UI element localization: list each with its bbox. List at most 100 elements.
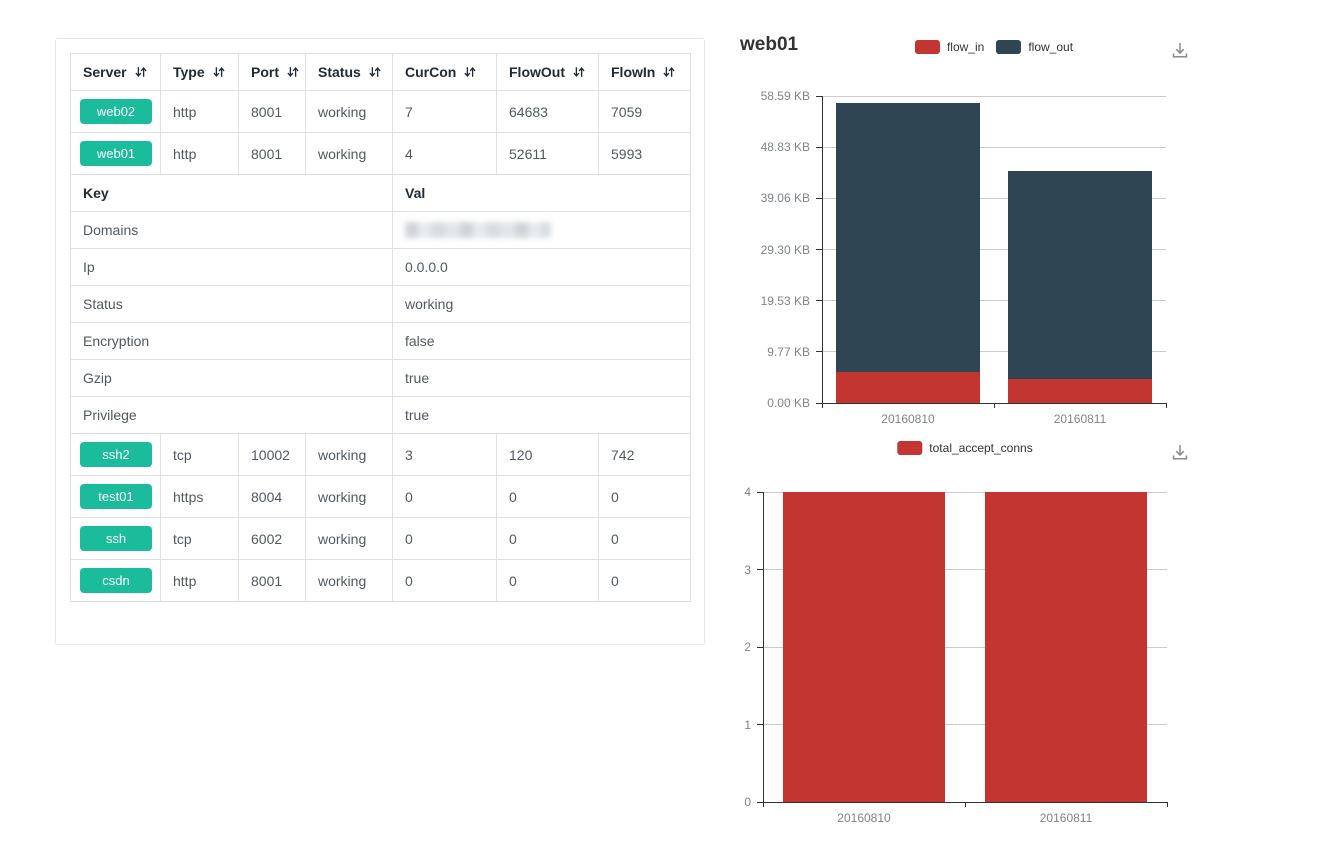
bar-total_accept_conns-20160811 [985, 492, 1147, 802]
y-axis-tick [757, 491, 763, 493]
cell-flowout: 64683 [496, 90, 599, 133]
sort-icon [135, 66, 147, 78]
x-axis-tick [821, 403, 823, 408]
x-axis-line [822, 402, 1166, 404]
sort-icon [663, 66, 675, 78]
server-table: Server Type Port Status CurCon FlowOut FlowIn … [70, 53, 691, 602]
table-header-row: Server Type Port Status CurCon FlowOut FlowIn [70, 53, 691, 91]
kv-header-row: Key Val [70, 174, 691, 212]
column-header-server[interactable]: Server [70, 53, 161, 91]
cell-port: 8004 [238, 475, 306, 518]
flow-chart: web01 flow_in flow_out 0.00 KB 9.77 KB 19.5… [730, 30, 1190, 436]
column-header-flowin[interactable]: FlowIn [598, 53, 691, 91]
sort-icon [369, 66, 381, 78]
gridline [822, 300, 1166, 302]
cell-port: 6002 [238, 517, 306, 560]
server-name-cell: web02 [70, 90, 161, 133]
bar-total_accept_conns-20160810 [783, 492, 945, 802]
legend-swatch [996, 40, 1022, 54]
cell-flowout: 120 [496, 433, 599, 476]
save-as-image-icon[interactable] [1170, 40, 1190, 60]
cell-curcon: 4 [392, 132, 497, 175]
cell-flowout: 0 [496, 517, 599, 560]
y-axis-label: 19.53 KB [760, 293, 810, 308]
server-name-cell: web01 [70, 132, 161, 175]
cell-type: http [160, 90, 239, 133]
chart-legend: total_accept_conns [897, 441, 1033, 455]
cell-status: working [305, 132, 393, 175]
y-axis-tick [816, 249, 822, 250]
column-header-status[interactable]: Status [305, 53, 393, 91]
bar-flow_in-20160811 [1007, 378, 1153, 403]
server-row-web02: web02 http 8001 working 7 64683 7059 [70, 90, 691, 133]
y-axis-tick [816, 351, 822, 353]
server-row-ssh2: ssh2 tcp 10002 working 3 120 742 [70, 433, 691, 476]
y-axis-label: 1 [744, 717, 751, 732]
x-axis-label: 20160811 [1039, 811, 1093, 825]
server-row-csdn: csdn http 8001 working 0 0 0 [70, 559, 691, 602]
gridline [763, 569, 1167, 570]
gridline [763, 724, 1167, 725]
chart-legend: flow_in flow_out [914, 40, 1073, 54]
legend-label: flow_in [946, 40, 985, 54]
x-axis-label: 20160810 [837, 811, 891, 825]
column-header-type[interactable]: Type [160, 53, 239, 91]
server-badge-web02[interactable]: web02 [80, 99, 152, 124]
y-axis-label: 48.83 KB [760, 140, 810, 155]
save-as-image-icon[interactable] [1170, 442, 1190, 462]
cell-flowin: 5993 [598, 132, 691, 175]
y-axis-label: 9.77 KB [767, 344, 810, 359]
gridline [822, 249, 1166, 250]
server-row-ssh: ssh tcp 6002 working 0 0 0 [70, 517, 691, 560]
y-axis-line [821, 96, 823, 403]
y-axis-tick [757, 724, 763, 725]
chart-title: web01 [740, 34, 799, 55]
column-header-flowout[interactable]: FlowOut [496, 53, 599, 91]
kv-row-status: Status working [70, 285, 691, 323]
cell-flowin: 7059 [598, 90, 691, 133]
legend-label: total_accept_conns [929, 441, 1033, 455]
cell-curcon: 0 [392, 559, 497, 602]
cell-curcon: 0 [392, 475, 497, 518]
column-header-curcon[interactable]: CurCon [392, 53, 497, 91]
kv-value: false [392, 322, 691, 360]
server-detail-card: Server Type Port Status CurCon FlowOut FlowIn … [55, 38, 705, 645]
y-axis-line [762, 492, 764, 802]
cell-status: working [305, 517, 393, 560]
server-row-web01: web01 http 8001 working 4 52611 5993 [70, 132, 691, 175]
column-header-port[interactable]: Port [238, 53, 306, 91]
cell-type: https [160, 475, 239, 518]
bar-flow_out-20160811 [1007, 171, 1153, 379]
y-axis-label: 29.30 KB [760, 242, 810, 257]
server-name-cell: test01 [70, 475, 161, 518]
x-axis-tick [1165, 403, 1167, 408]
sort-icon [573, 66, 585, 78]
server-badge-ssh[interactable]: ssh [80, 526, 152, 551]
server-row-test01: test01 https 8004 working 0 0 0 [70, 475, 691, 518]
cell-status: working [305, 475, 393, 518]
server-badge-csdn[interactable]: csdn [80, 568, 152, 593]
y-axis-label: 39.06 KB [760, 191, 810, 206]
server-badge-ssh2[interactable]: ssh2 [80, 442, 152, 467]
kv-row-encryption: Encryption false [70, 322, 691, 360]
kv-key-header: Key [70, 174, 393, 212]
cell-flowout: 52611 [496, 132, 599, 175]
x-axis-tick [993, 403, 995, 408]
column-label: Status [318, 64, 361, 80]
legend-item-flow_in[interactable]: flow_in [914, 40, 985, 54]
server-badge-web01[interactable]: web01 [80, 141, 152, 166]
sort-icon [287, 66, 299, 78]
gridline [763, 491, 1167, 493]
legend-item-total_accept_conns[interactable]: total_accept_conns [897, 441, 1033, 455]
cell-port: 8001 [238, 132, 306, 175]
x-axis-label: 20160810 [881, 412, 935, 426]
cell-type: http [160, 559, 239, 602]
y-axis-label: 4 [744, 485, 751, 499]
kv-value: 0.0.0.0 [392, 248, 691, 286]
server-badge-test01[interactable]: test01 [80, 484, 152, 509]
kv-key: Ip [70, 248, 393, 286]
plot-area: 0.00 KB 9.77 KB 19.53 KB 29.30 KB 39.06 KB 48… [761, 89, 1167, 426]
y-axis-tick [816, 402, 822, 404]
x-axis-tick [964, 802, 966, 807]
legend-item-flow_out[interactable]: flow_out [996, 40, 1073, 54]
